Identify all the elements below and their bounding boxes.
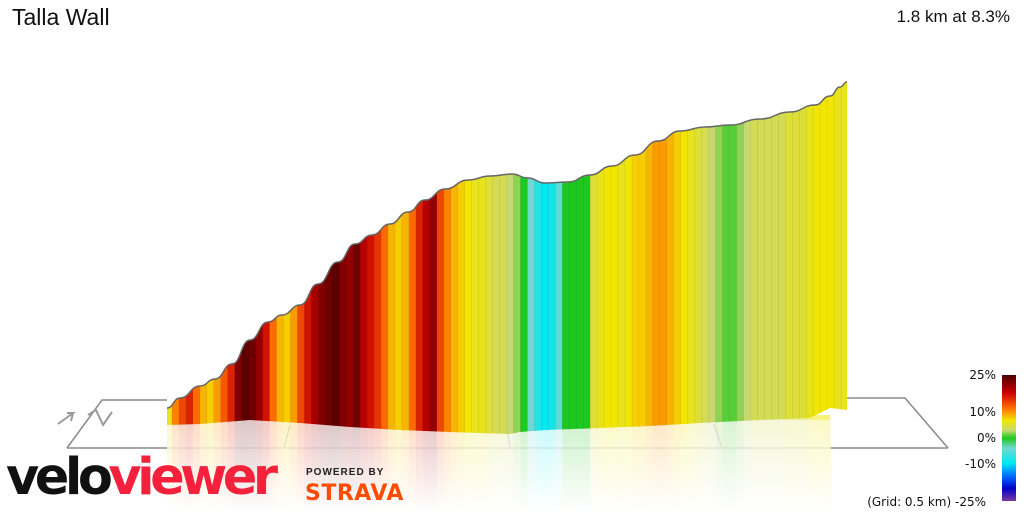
legend-label-10: 10% [969,405,996,419]
profile-top-line [166,81,848,409]
gradient-legend-bar [1002,375,1016,501]
segment-summary: 1.8 km at 8.3% [896,7,1010,26]
direction-arrow-icon [57,408,113,428]
profile-wall [167,82,847,434]
legend-label-0: 0% [976,431,996,445]
legend-label-minus25: -25% [954,495,986,509]
segment-title: Talla Wall [12,4,110,30]
grid-scale-note: (Grid: 0.5 km) -25% [867,495,986,509]
legend-label-minus10: -10% [964,457,996,471]
legend-label-25: 25% [969,368,996,382]
powered-by-label: POWERED BY [306,467,385,478]
veloviewer-logo[interactable]: veloviewer [6,448,278,507]
strava-logo[interactable]: STRAVA [305,481,404,506]
